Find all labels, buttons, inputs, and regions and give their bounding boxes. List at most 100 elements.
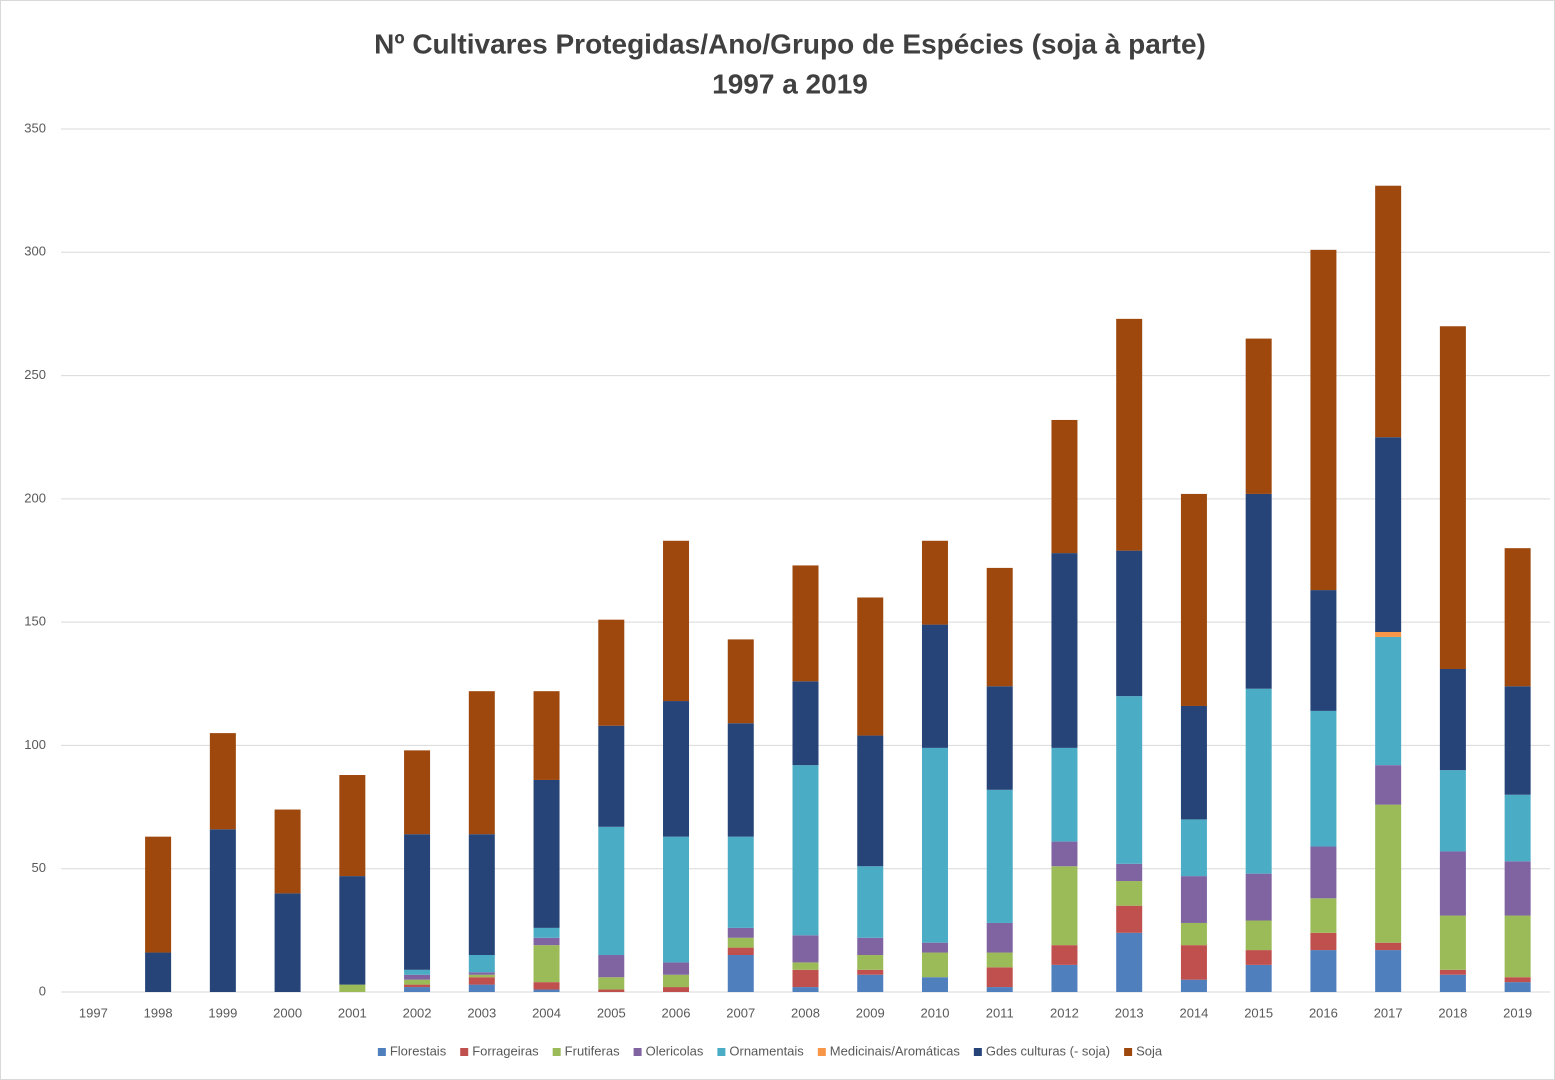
bar-segment [468,691,495,835]
bar-segment [921,942,948,953]
bar-segment [986,922,1013,953]
y-tick-label: 250 [24,367,46,382]
bar-segment [1051,841,1078,867]
x-tick-label: 2005 [597,1005,626,1020]
bar-segment [533,927,560,938]
bar-segment [1310,898,1337,933]
y-tick-label: 150 [24,614,46,629]
bar-segment [792,565,819,682]
bar-segment [1310,590,1337,711]
bar-segment [1439,326,1466,669]
bar-segment [857,735,884,867]
bar-segment [857,955,884,970]
bar-segment [598,955,625,978]
bar-segment [1375,942,1402,951]
bar-segment [1116,863,1143,882]
bar-segment [404,974,431,980]
bar-segment [857,969,884,975]
bar-segment [663,836,690,963]
x-tick-label: 1998 [144,1005,173,1020]
bar-segment [1504,977,1531,983]
bar-segment [404,834,431,970]
legend-label: Medicinais/Aromáticas [830,1043,961,1058]
bar-segment [1375,804,1402,943]
bar-segment [921,977,948,992]
x-tick-label: 2010 [921,1005,950,1020]
bar-segment [857,866,884,938]
bar-segment [727,947,754,956]
bar-segment [1375,950,1402,992]
bar-segment [1439,915,1466,970]
x-tick-label: 2017 [1374,1005,1403,1020]
bar-segment [663,987,690,992]
bar-segment [598,977,625,990]
bar-segment [1180,876,1207,923]
bar-segment [533,945,560,983]
legend-swatch [633,1048,642,1056]
bar-segment [404,984,431,988]
bar-segment [339,876,366,985]
chart-subtitle: 1997 a 2019 [712,68,868,99]
bar-segment [1180,705,1207,820]
bar-segment [857,597,884,736]
bar-segment [1051,964,1078,992]
bar-segment [598,619,625,726]
bar-segment [1180,493,1207,706]
bar-segment [857,974,884,992]
bar-segment [1116,881,1143,906]
bar-segment [1375,765,1402,805]
legend-swatch [377,1048,386,1056]
bar-segment [1116,550,1143,697]
y-tick-label: 300 [24,244,46,259]
bar-segment [274,893,301,992]
bar-segment [533,779,560,928]
legend-label: Olericolas [646,1043,704,1058]
bar-segment [986,987,1013,992]
bar-segment [792,987,819,992]
legend-label: Forrageiras [472,1043,539,1058]
x-tick-label: 2001 [338,1005,367,1020]
y-tick-label: 50 [32,860,46,875]
bar-segment [727,927,754,938]
bar-segment [727,955,754,992]
bar-segment [209,733,236,830]
x-tick-label: 2012 [1050,1005,1079,1020]
bar-segment [468,974,495,978]
bar-segment [1051,747,1078,842]
bar-segment [533,691,560,780]
bar-segment [727,937,754,948]
legend-swatch [817,1048,826,1056]
bar-segment [468,955,495,973]
x-tick-label: 2014 [1179,1005,1208,1020]
legend-swatch [973,1048,982,1056]
bar-segment [1504,794,1531,862]
bar-segment [857,937,884,956]
bar-segment [1439,668,1466,771]
x-tick-label: 2015 [1244,1005,1273,1020]
bar-segment [921,747,948,943]
legend-label: Ornamentais [729,1043,804,1058]
bar-segment [986,952,1013,968]
bar-segment [1375,437,1402,633]
bar-segment [468,984,495,992]
bar-segment [1245,873,1272,921]
bar-segment [1310,932,1337,951]
y-tick-label: 350 [24,120,46,135]
x-tick-label: 2013 [1115,1005,1144,1020]
y-tick-label: 200 [24,490,46,505]
x-tick-label: 2011 [986,1005,1014,1020]
bar-segment [792,765,819,936]
bar-segment [533,989,560,992]
bar-segment [1245,338,1272,494]
bar-segment [792,681,819,766]
bar-segment [1439,770,1466,852]
bar-segment [404,969,431,975]
bar-segment [663,974,690,988]
bar-segment [1116,932,1143,992]
x-tick-label: 1999 [208,1005,237,1020]
legend-swatch [460,1048,469,1056]
bar-segment [986,967,1013,988]
x-tick-label: 2019 [1503,1005,1532,1020]
x-tick-label: 2006 [662,1005,691,1020]
chart-title: Nº Cultivares Protegidas/Ano/Grupo de Es… [374,28,1206,59]
